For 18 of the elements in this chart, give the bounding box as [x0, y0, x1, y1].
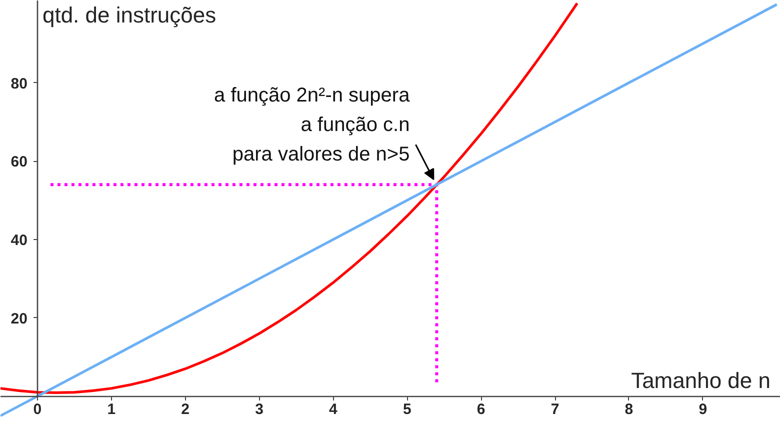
x-tick-label: 9: [698, 401, 708, 418]
line-series: [0, 2, 578, 394]
x-tick-label: 5: [402, 401, 412, 418]
x-tick-label: 4: [329, 401, 338, 418]
y-tick-label: 60: [10, 154, 28, 171]
y-tick-label: 80: [10, 75, 28, 92]
x-tick-label: 8: [624, 401, 634, 418]
y-tick-label: 20: [10, 310, 28, 328]
x-tick-label: 7: [550, 401, 560, 418]
x-tick-label: 1: [107, 401, 116, 418]
annotation: a função 2n²-n supera a função c.n para valores de n>5: [214, 84, 411, 166]
y-tick-label: 40: [10, 232, 28, 249]
y-axis-title: qtd. de instruções: [42, 2, 216, 28]
x-tick-label: 0: [33, 401, 42, 418]
x-tick-label: 6: [476, 401, 486, 418]
x-axis-title: Tamanho de n: [631, 368, 771, 394]
x-tick-label: 2: [181, 401, 190, 418]
x-tick-label: 3: [255, 401, 264, 418]
